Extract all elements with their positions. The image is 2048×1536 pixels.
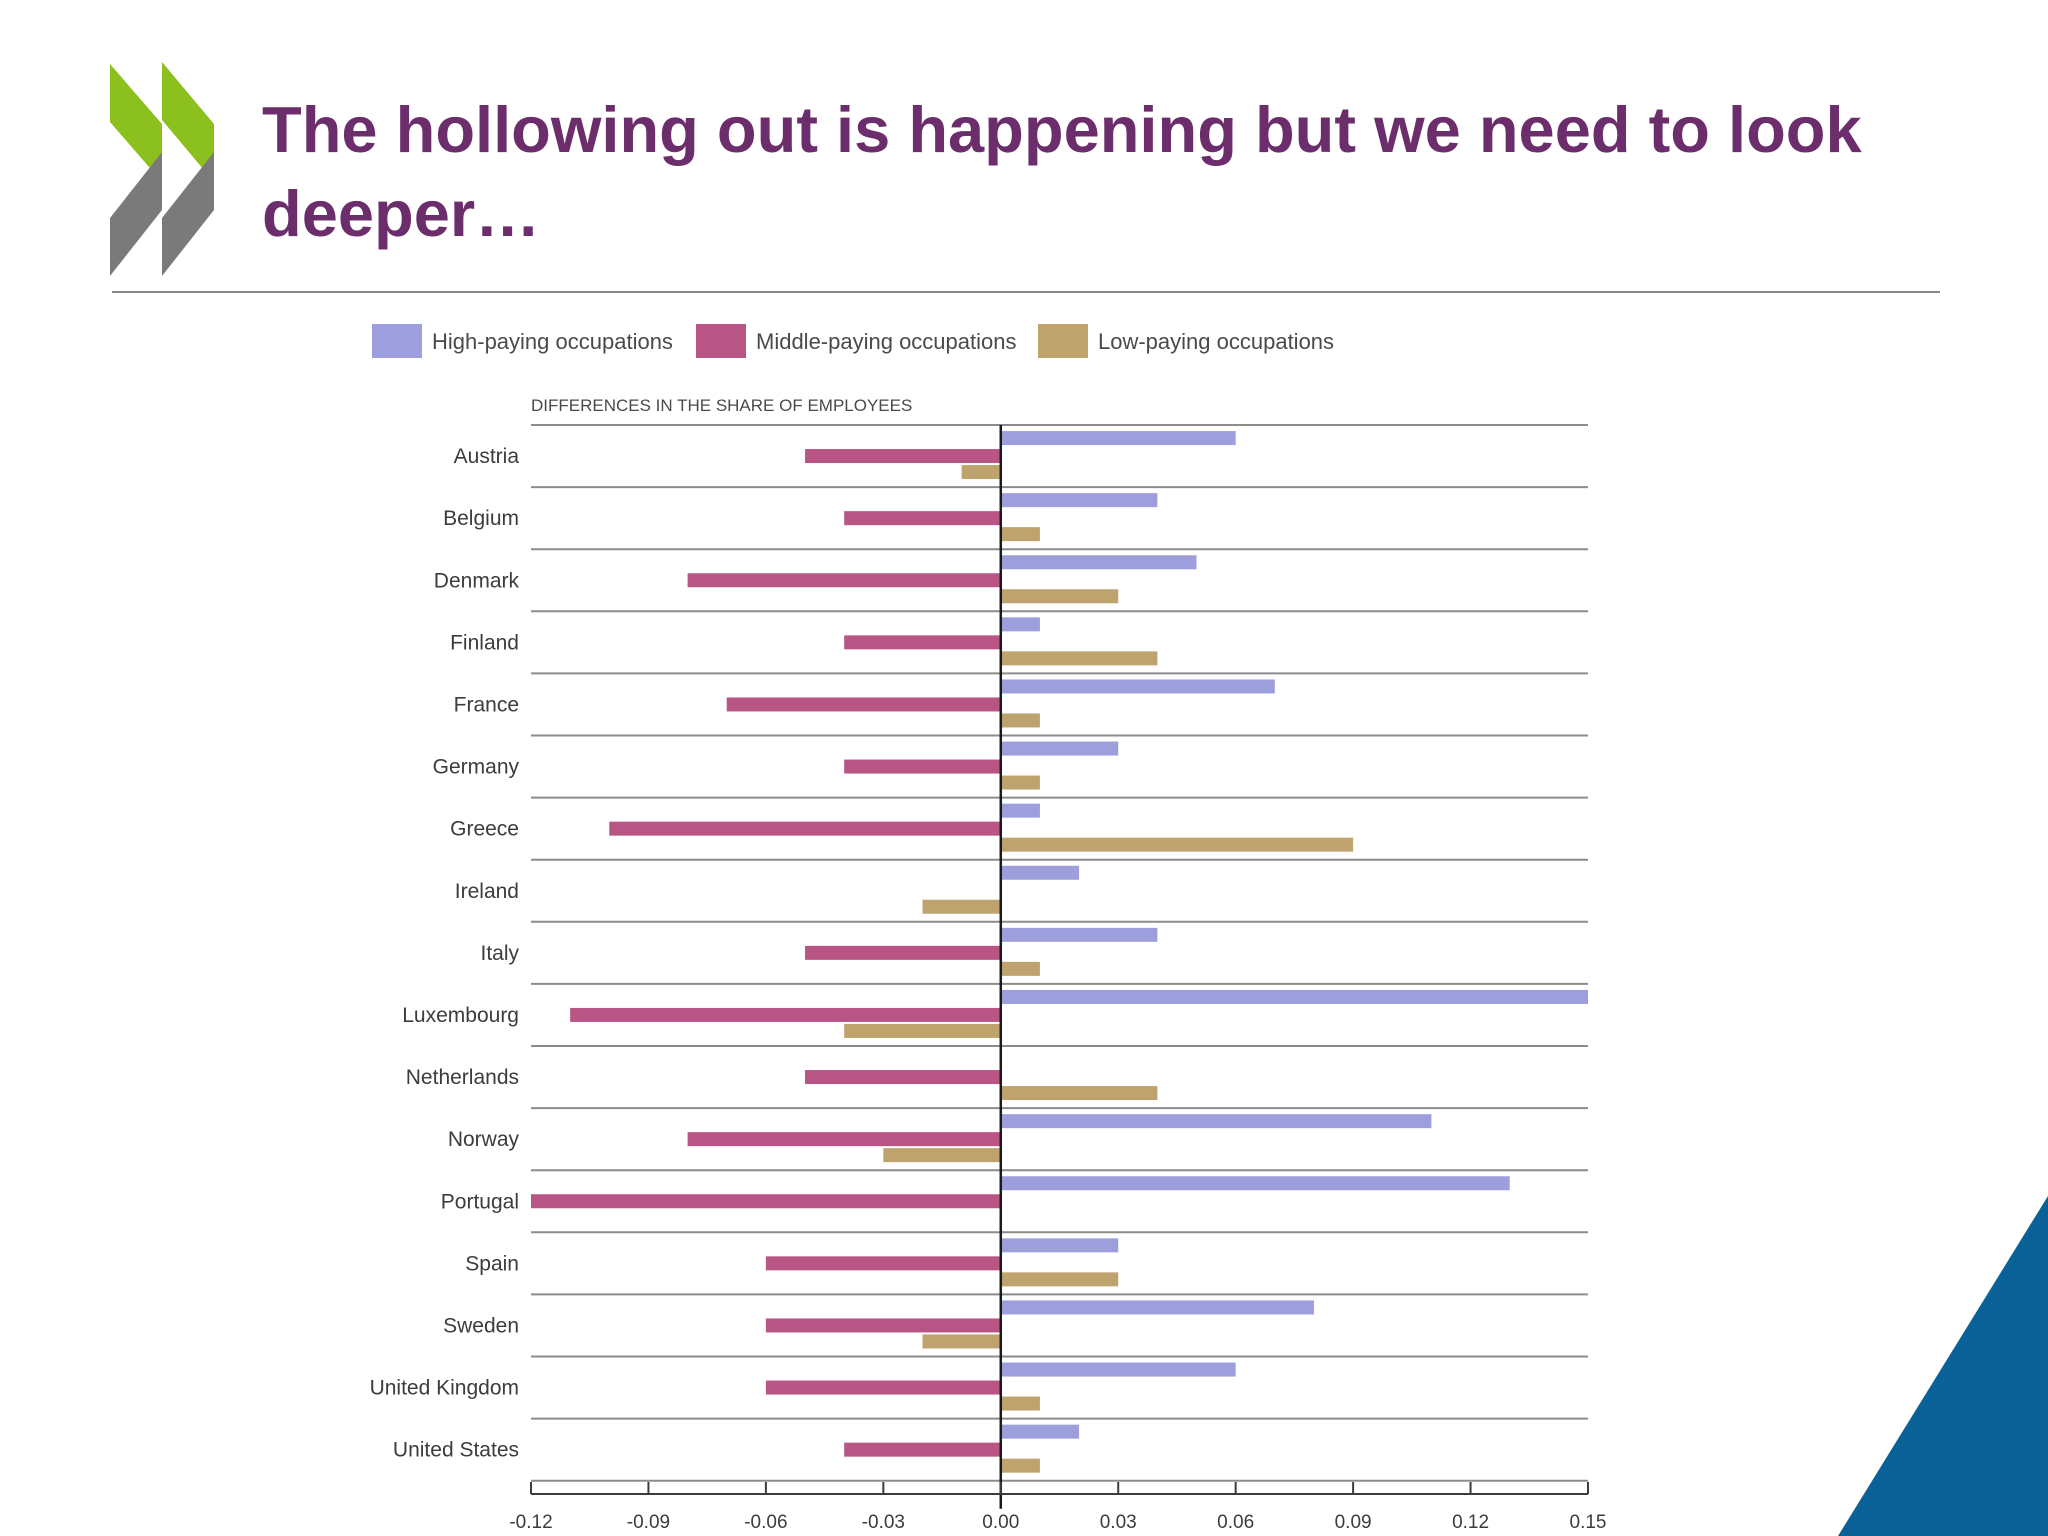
country-label: Austria bbox=[454, 445, 520, 468]
bar bbox=[1000, 589, 1119, 604]
bar bbox=[1000, 1086, 1158, 1101]
bar bbox=[1000, 1424, 1080, 1439]
bar bbox=[1000, 555, 1197, 570]
bar bbox=[1000, 1458, 1040, 1473]
bar bbox=[1000, 1396, 1040, 1411]
legend-swatch bbox=[696, 324, 746, 358]
x-tick-label: 0.00 bbox=[982, 1512, 1019, 1533]
double-chevron-logo-icon bbox=[110, 62, 214, 276]
bar bbox=[726, 697, 1001, 712]
x-tick-label: 0.03 bbox=[1100, 1512, 1137, 1533]
slide-title: The hollowing out is happening but we ne… bbox=[262, 93, 1862, 250]
x-tick-label: -0.12 bbox=[509, 1512, 552, 1533]
bar bbox=[765, 1256, 1001, 1271]
country-label: Luxembourg bbox=[402, 1004, 519, 1027]
bar bbox=[1000, 1362, 1236, 1377]
bar bbox=[765, 1318, 1001, 1333]
legend-swatch bbox=[1038, 324, 1088, 358]
logo-gray-left bbox=[110, 152, 162, 276]
bar bbox=[687, 1132, 1001, 1147]
bar bbox=[1000, 1176, 1510, 1191]
bar bbox=[1000, 803, 1040, 818]
country-label: Italy bbox=[480, 942, 519, 965]
bar bbox=[844, 1442, 1001, 1457]
country-label: France bbox=[454, 693, 519, 716]
legend-label: Middle-paying occupations bbox=[756, 329, 1017, 354]
country-label: Belgium bbox=[443, 507, 519, 530]
bar bbox=[805, 945, 1001, 960]
bar bbox=[1000, 775, 1040, 790]
bar bbox=[844, 759, 1001, 774]
bar bbox=[1000, 989, 1588, 1004]
country-label: Norway bbox=[448, 1128, 520, 1151]
bar bbox=[609, 821, 1001, 836]
country-label: Ireland bbox=[455, 880, 519, 903]
bar bbox=[570, 1007, 1001, 1022]
country-label: United States bbox=[393, 1439, 519, 1462]
bar bbox=[844, 1023, 1001, 1038]
country-label: Denmark bbox=[434, 569, 520, 592]
bar bbox=[1000, 431, 1236, 446]
bar bbox=[1000, 679, 1275, 694]
country-label: Germany bbox=[433, 756, 520, 779]
bar bbox=[1000, 617, 1040, 632]
bar bbox=[883, 1148, 1001, 1163]
bar bbox=[1000, 493, 1158, 508]
title-divider bbox=[112, 291, 1940, 293]
bar bbox=[1000, 651, 1158, 666]
bar bbox=[1000, 927, 1158, 942]
country-label: Sweden bbox=[443, 1314, 519, 1337]
bar bbox=[844, 635, 1001, 650]
logo-green-left bbox=[110, 64, 162, 182]
bar bbox=[1000, 1300, 1314, 1315]
country-label: Finland bbox=[450, 631, 519, 654]
bar bbox=[1000, 1238, 1119, 1253]
legend-swatch bbox=[372, 324, 422, 358]
bar bbox=[1000, 527, 1040, 542]
bar bbox=[805, 1070, 1001, 1085]
country-label: Greece bbox=[450, 818, 519, 841]
bar bbox=[1000, 741, 1119, 756]
x-tick-label: -0.06 bbox=[744, 1512, 787, 1533]
x-tick-label: -0.03 bbox=[862, 1512, 905, 1533]
bar bbox=[1000, 1272, 1119, 1287]
country-label: Portugal bbox=[441, 1190, 519, 1213]
x-tick-label: 0.15 bbox=[1570, 1512, 1607, 1533]
bar bbox=[1000, 961, 1040, 976]
logo-gray-right bbox=[162, 152, 214, 276]
bar bbox=[687, 573, 1001, 588]
x-tick-label: 0.06 bbox=[1217, 1512, 1254, 1533]
country-label: Spain bbox=[465, 1252, 519, 1275]
x-tick-label: 0.09 bbox=[1335, 1512, 1372, 1533]
bar bbox=[805, 449, 1001, 464]
chart-subtitle: DIFFERENCES IN THE SHARE OF EMPLOYEES bbox=[531, 396, 912, 415]
country-label: United Kingdom bbox=[370, 1377, 519, 1400]
bar bbox=[531, 1194, 1001, 1209]
bar bbox=[1000, 1114, 1432, 1129]
x-tick-label: -0.09 bbox=[627, 1512, 670, 1533]
x-tick-label: 0.12 bbox=[1452, 1512, 1489, 1533]
bar bbox=[1000, 713, 1040, 728]
legend-label: Low-paying occupations bbox=[1098, 329, 1334, 354]
bar bbox=[844, 511, 1001, 526]
bar bbox=[1000, 865, 1080, 880]
legend-label: High-paying occupations bbox=[432, 329, 673, 354]
bar bbox=[922, 1334, 1001, 1349]
bar bbox=[922, 899, 1001, 914]
bar bbox=[765, 1380, 1001, 1395]
logo-green-right bbox=[162, 62, 214, 182]
bar bbox=[1000, 837, 1354, 852]
blue-corner-triangle bbox=[1838, 1196, 2048, 1536]
country-label: Netherlands bbox=[406, 1066, 519, 1089]
bar bbox=[961, 465, 1001, 480]
